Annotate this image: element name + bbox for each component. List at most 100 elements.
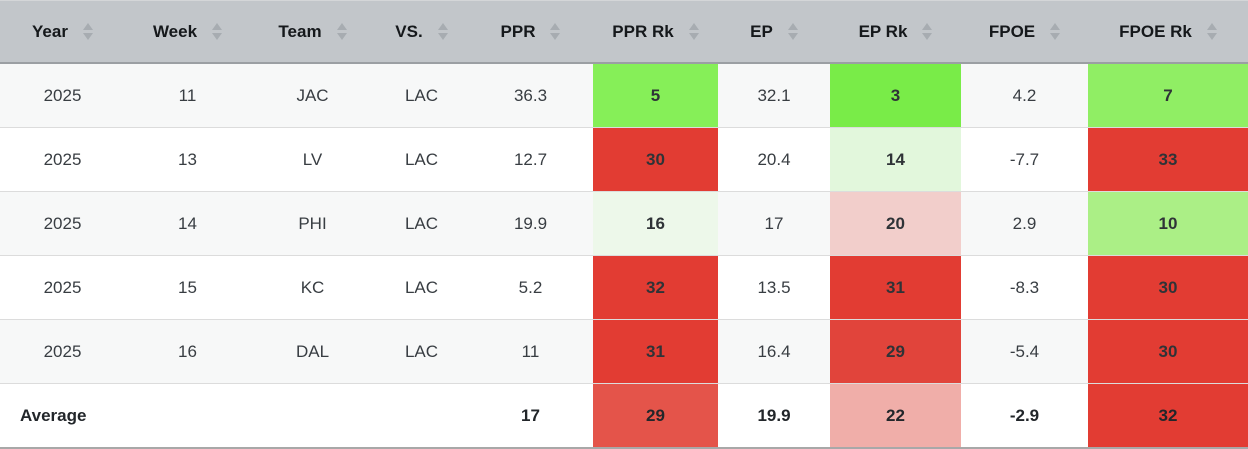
sort-arrows-icon bbox=[688, 23, 699, 40]
cell-ppr-rk: 5 bbox=[593, 63, 718, 128]
column-label: Year bbox=[32, 21, 68, 41]
cell-ppr: 12.7 bbox=[468, 127, 593, 192]
table-row: 2025 16 DAL LAC 11 31 16.4 29 -5.4 30 bbox=[0, 319, 1248, 384]
column-header-content: Week bbox=[125, 22, 250, 42]
column-header-content: EP Rk bbox=[830, 22, 961, 42]
cell-week: 15 bbox=[125, 255, 250, 320]
cell-ep-rk: 31 bbox=[830, 255, 961, 320]
cell-fpoe-rk: 7 bbox=[1088, 63, 1248, 128]
table-header: Year Week Team VS. PPR PPR Rk EP EP Rk FPOE FPOE … bbox=[0, 0, 1248, 64]
column-header-team[interactable]: Team bbox=[250, 0, 375, 64]
sort-asc-icon bbox=[550, 23, 561, 30]
average-row: Average 17 29 19.9 22 -2.9 32 bbox=[0, 383, 1248, 449]
cell-week: 11 bbox=[125, 63, 250, 128]
cell-fpoe: -2.9 bbox=[961, 383, 1088, 449]
cell-year: Average bbox=[0, 383, 125, 449]
column-header-vs[interactable]: VS. bbox=[375, 0, 468, 64]
sort-asc-icon bbox=[437, 23, 448, 30]
cell-team bbox=[250, 383, 375, 449]
column-header-ppr-rk[interactable]: PPR Rk bbox=[593, 0, 718, 64]
sort-arrows-icon bbox=[1206, 23, 1217, 40]
sort-asc-icon bbox=[787, 23, 798, 30]
column-header-content: EP bbox=[718, 22, 830, 42]
cell-year: 2025 bbox=[0, 191, 125, 256]
cell-vs: LAC bbox=[375, 255, 468, 320]
sort-asc-icon bbox=[688, 23, 699, 30]
sort-arrows-icon bbox=[82, 23, 93, 40]
column-label: FPOE Rk bbox=[1119, 21, 1192, 41]
table-row: 2025 11 JAC LAC 36.3 5 32.1 3 4.2 7 bbox=[0, 63, 1248, 128]
table-row: 2025 13 LV LAC 12.7 30 20.4 14 -7.7 33 bbox=[0, 127, 1248, 192]
column-header-week[interactable]: Week bbox=[125, 0, 250, 64]
cell-ppr-rk: 30 bbox=[593, 127, 718, 192]
cell-team: JAC bbox=[250, 63, 375, 128]
cell-ep: 20.4 bbox=[718, 127, 830, 192]
cell-vs: LAC bbox=[375, 63, 468, 128]
sort-desc-icon bbox=[212, 33, 223, 40]
cell-fpoe: 4.2 bbox=[961, 63, 1088, 128]
sort-desc-icon bbox=[82, 33, 93, 40]
sort-arrows-icon bbox=[922, 23, 933, 40]
table-row: 2025 15 KC LAC 5.2 32 13.5 31 -8.3 30 bbox=[0, 255, 1248, 320]
column-header-year[interactable]: Year bbox=[0, 0, 125, 64]
column-label: Week bbox=[152, 21, 198, 41]
sort-asc-icon bbox=[1050, 23, 1061, 30]
column-header-content: VS. bbox=[375, 22, 468, 42]
sort-arrows-icon bbox=[787, 23, 798, 40]
cell-ep: 19.9 bbox=[718, 383, 830, 449]
column-header-fpoe[interactable]: FPOE bbox=[961, 0, 1088, 64]
sort-desc-icon bbox=[1050, 33, 1061, 40]
header-row: Year Week Team VS. PPR PPR Rk EP EP Rk FPOE FPOE … bbox=[0, 0, 1248, 64]
column-header-fpoe-rk[interactable]: FPOE Rk bbox=[1088, 0, 1248, 64]
cell-week: 16 bbox=[125, 319, 250, 384]
cell-fpoe: -7.7 bbox=[961, 127, 1088, 192]
column-header-ppr[interactable]: PPR bbox=[468, 0, 593, 64]
sort-desc-icon bbox=[1206, 33, 1217, 40]
sort-asc-icon bbox=[212, 23, 223, 30]
sort-arrows-icon bbox=[212, 23, 223, 40]
cell-fpoe: 2.9 bbox=[961, 191, 1088, 256]
column-label: PPR Rk bbox=[612, 21, 674, 41]
column-label: PPR bbox=[500, 21, 536, 41]
cell-week: 13 bbox=[125, 127, 250, 192]
column-header-content: PPR Rk bbox=[593, 22, 718, 42]
cell-fpoe-rk: 30 bbox=[1088, 255, 1248, 320]
cell-vs bbox=[375, 383, 468, 449]
table-body: 2025 11 JAC LAC 36.3 5 32.1 3 4.2 7 2025 13 LV LAC 12.… bbox=[0, 63, 1248, 449]
cell-ppr: 11 bbox=[468, 319, 593, 384]
cell-year: 2025 bbox=[0, 63, 125, 128]
cell-fpoe-rk: 30 bbox=[1088, 319, 1248, 384]
column-header-content: Team bbox=[250, 22, 375, 42]
column-header-ep-rk[interactable]: EP Rk bbox=[830, 0, 961, 64]
column-header-content: FPOE Rk bbox=[1088, 22, 1248, 42]
cell-year: 2025 bbox=[0, 127, 125, 192]
cell-vs: LAC bbox=[375, 191, 468, 256]
column-label: EP Rk bbox=[858, 21, 908, 41]
cell-fpoe-rk: 33 bbox=[1088, 127, 1248, 192]
cell-vs: LAC bbox=[375, 319, 468, 384]
sort-arrows-icon bbox=[1050, 23, 1061, 40]
cell-year: 2025 bbox=[0, 319, 125, 384]
cell-ep: 16.4 bbox=[718, 319, 830, 384]
column-label: VS. bbox=[395, 21, 423, 41]
column-header-ep[interactable]: EP bbox=[718, 0, 830, 64]
sort-desc-icon bbox=[787, 33, 798, 40]
cell-week bbox=[125, 383, 250, 449]
cell-ppr-rk: 32 bbox=[593, 255, 718, 320]
cell-team: KC bbox=[250, 255, 375, 320]
cell-team: PHI bbox=[250, 191, 375, 256]
sort-desc-icon bbox=[922, 33, 933, 40]
sort-asc-icon bbox=[1206, 23, 1217, 30]
sort-desc-icon bbox=[336, 33, 347, 40]
sort-asc-icon bbox=[922, 23, 933, 30]
cell-year: 2025 bbox=[0, 255, 125, 320]
sort-asc-icon bbox=[336, 23, 347, 30]
column-header-content: FPOE bbox=[961, 22, 1088, 42]
cell-ppr: 5.2 bbox=[468, 255, 593, 320]
cell-ep: 17 bbox=[718, 191, 830, 256]
column-label: FPOE bbox=[988, 21, 1036, 41]
cell-ep-rk: 20 bbox=[830, 191, 961, 256]
cell-fpoe: -5.4 bbox=[961, 319, 1088, 384]
